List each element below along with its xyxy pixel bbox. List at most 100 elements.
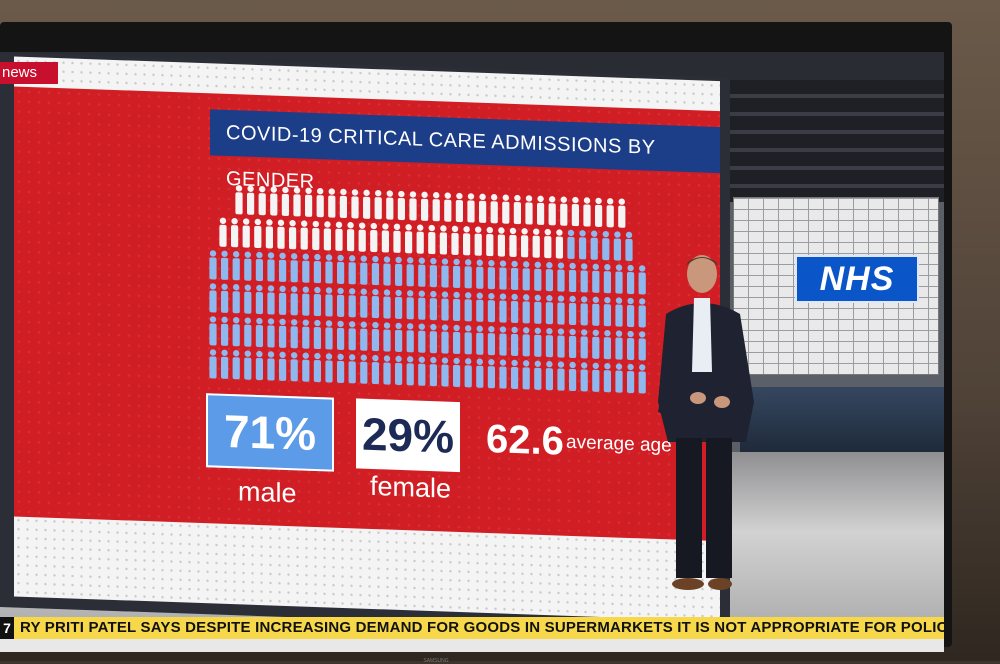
person-icon [615,330,623,360]
person-icon [476,358,484,388]
person-icon [615,363,623,393]
person-icon [279,351,287,381]
person-icon [545,261,553,292]
person-icon [232,284,240,314]
person-icon [476,259,484,289]
person-icon [534,360,542,390]
person-icon [371,288,380,319]
person-icon [453,357,461,388]
person-icon [244,251,252,281]
person-icon [221,316,229,346]
person-icon [395,256,403,286]
person-icon [406,323,414,353]
person-icon [406,290,414,320]
infographic-title: COVID-19 CRITICAL CARE ADMISSIONS BY GEN… [210,109,720,193]
person-icon [580,296,588,326]
news-ticker: 7 RY PRITI PATEL SAYS DESPITE INCREASING… [0,617,944,639]
person-icon [405,224,413,254]
person-icon [397,190,406,221]
person-icon [312,220,320,251]
person-icon [525,195,533,225]
person-icon [209,349,217,379]
person-icon [544,228,552,259]
person-icon [337,353,345,383]
person-icon [490,194,498,224]
person-icon [625,231,633,262]
person-icon [290,286,298,316]
person-icon [337,254,345,284]
person-icon [428,224,436,255]
person-icon [267,351,275,381]
person-icon [583,197,591,227]
female-label: female [370,470,452,504]
person-icon [545,294,553,325]
infographic-panel: COVID-19 CRITICAL CARE ADMISSIONS BY GEN… [14,86,720,542]
person-icon [451,225,459,255]
person-icon [474,226,482,256]
person-icon [522,294,530,324]
person-icon [371,321,380,352]
presenter [650,252,770,592]
person-icon [235,185,243,215]
average-age-value: 62.6 [486,416,564,464]
television: SAMSUNG NHS news COVID-19 CRITICAL CARE … [0,22,952,664]
person-icon [328,188,336,218]
person-icon [499,359,507,389]
male-percent-box: 71% [206,393,334,472]
person-icon [618,198,626,228]
person-icon [567,229,575,259]
person-icon [302,319,310,349]
person-icon [270,186,278,216]
person-icon [360,354,368,384]
person-icon [258,185,266,216]
person-icon [221,250,229,280]
person-icon [289,220,297,250]
person-icon [247,185,255,215]
person-icon [513,194,521,225]
person-icon [455,192,464,223]
person-icon [232,251,240,281]
person-icon [281,186,290,217]
person-icon [267,285,275,315]
person-icon [487,358,495,389]
person-icon [418,257,426,287]
person-icon [242,218,250,248]
person-icon [580,362,588,392]
person-icon [534,327,542,357]
person-icon [606,198,614,228]
person-icon [370,222,378,253]
person-icon [302,253,310,283]
person-icon [418,356,426,386]
person-icon [244,317,252,347]
person-icon [602,230,610,261]
person-icon [557,328,565,358]
person-icon [339,188,348,219]
person-icon [476,325,484,355]
person-icon [244,284,252,314]
person-icon [441,258,449,288]
person-icon [429,323,438,354]
person-icon [476,292,484,322]
person-icon [335,221,343,251]
person-icon [464,259,472,289]
person-icon [511,293,519,324]
person-icon [255,317,263,348]
person-icon [545,327,553,358]
female-percent-box: 29% [356,398,460,473]
person-icon [348,354,356,384]
person-icon [511,359,519,390]
person-icon [363,189,371,219]
person-icon [277,219,285,249]
person-icon [603,330,611,360]
person-icon [522,261,530,291]
person-icon [545,360,553,391]
person-icon [521,228,529,258]
person-icon [571,196,579,227]
person-icon [337,287,345,317]
person-icon [323,221,332,251]
person-icon [603,363,611,393]
person-icon [534,261,542,291]
studio-platform [740,387,944,462]
person-icon [374,190,382,220]
person-icon [548,196,556,226]
